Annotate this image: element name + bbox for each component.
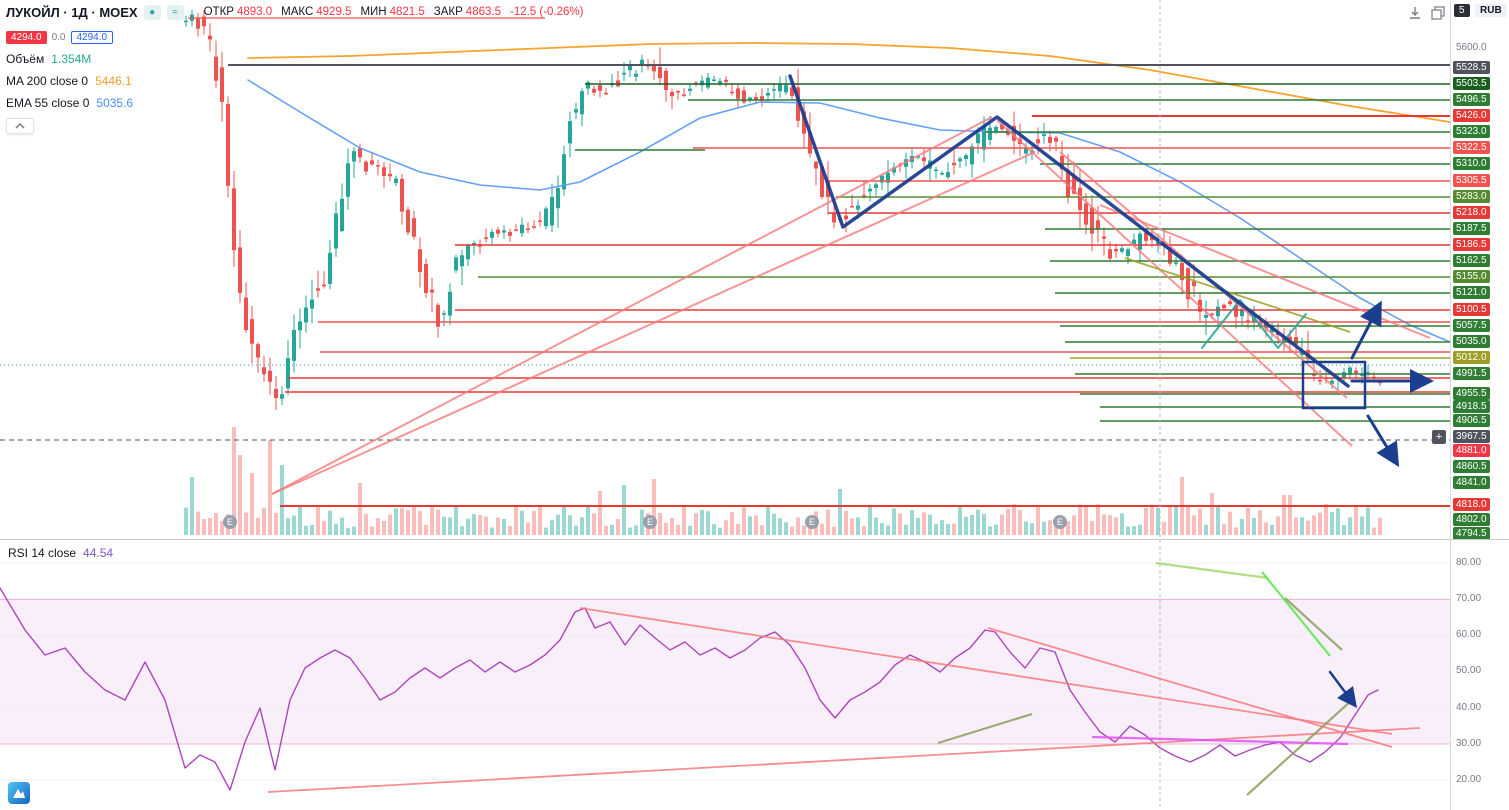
ma200-value: 5446.1 [95,73,132,88]
high-value: 4929.5 [316,6,352,18]
price-axis-label: 4802.0 [1453,513,1490,526]
price-axis-label: 5528.5 [1453,61,1490,74]
position-entry-badge[interactable]: 4294.0 [6,31,47,44]
ema55-value: 5035.6 [96,95,134,110]
chevron-up-icon [15,123,25,129]
price-axis-label: 4860.5 [1453,460,1490,473]
ma200-label: MA 200 close 0 [6,73,89,88]
price-axis-label: 5035.0 [1453,335,1490,348]
price-axis-label: 5322.5 [1453,141,1490,154]
rsi-label: RSI 14 close [8,546,77,560]
maximize-pane-icon[interactable] [1429,4,1447,22]
volume-legend[interactable]: Объём 1.354M [6,51,590,66]
price-axis-label: 5100.5 [1453,303,1490,316]
ma200-legend[interactable]: MA 200 close 0 5446.1 [6,73,590,88]
currency-button[interactable]: RUB [1475,4,1507,17]
price-axis-label: 5057.5 [1453,319,1490,332]
symbol-title[interactable]: ЛУКОЙЛ · 1Д · MOEX [6,4,138,20]
earnings-marker[interactable]: E [643,515,657,529]
download-chart-icon[interactable] [1406,4,1424,22]
position-pl-value: 0.0 [51,32,66,43]
price-axis-label: 4906.5 [1453,414,1490,427]
earnings-marker[interactable]: E [1053,515,1067,529]
rsi-axis-tick: 70.00 [1456,593,1482,604]
open-label: ОТКР [203,6,234,18]
rsi-axis-tick: 30.00 [1456,738,1482,749]
rsi-value: 44.54 [83,546,114,560]
broker-logo-icon[interactable] [8,782,30,804]
price-axis-label: 5426.0 [1453,109,1490,122]
price-axis-label: 5310.0 [1453,157,1490,170]
price-axis-label: 5218.0 [1453,206,1490,219]
indicator-wave-icon[interactable]: ≈ [166,4,184,20]
add-alert-button[interactable]: + [1432,430,1446,444]
ohlc-row: ОТКР 4893.0 МАКС 4929.5 МИН 4821.5 ЗАКР … [204,6,590,18]
price-axis-label: 4918.5 [1453,400,1490,413]
ema55-legend[interactable]: EMA 55 close 0 5035.6 [6,95,590,110]
price-axis-label: 5283.0 [1453,190,1490,203]
rsi-axis-tick: 60.00 [1456,629,1482,640]
close-value: 4863.5 [465,6,501,18]
close-label: ЗАКР [433,6,463,18]
axis-tick: 5600.0 [1456,42,1487,53]
volume-label: Объём [6,51,45,66]
price-chart-canvas[interactable] [0,0,1450,540]
earnings-marker[interactable]: E [805,515,819,529]
price-axis-label: 5496.5 [1453,93,1490,106]
rsi-axis-tick: 40.00 [1456,702,1482,713]
volume-value: 1.354M [51,51,92,66]
price-axis-label: 5503.5 [1453,77,1490,90]
price-axis-label: 4818.0 [1453,498,1490,511]
price-axis-label: 5121.0 [1453,286,1490,299]
price-axis-label: 3967.5 [1453,430,1490,443]
price-axis-label: 5186.5 [1453,238,1490,251]
price-axis-label: 4991.5 [1453,367,1490,380]
earnings-marker[interactable]: E [223,515,237,529]
pane-separator[interactable] [0,539,1509,540]
price-axis-label: 5155.0 [1453,270,1490,283]
rsi-axis-tick: 20.00 [1456,774,1482,785]
low-value: 4821.5 [389,6,425,18]
price-axis-label: 5323.0 [1453,125,1490,138]
main-legend: ЛУКОЙЛ · 1Д · MOEX ● ≈ ОТКР 4893.0 МАКС … [6,3,590,134]
indicator-dot-icon[interactable]: ● [143,4,161,20]
rsi-chart-canvas[interactable] [0,540,1450,810]
scale-preset-badge[interactable]: 5 [1454,4,1470,17]
change-value: -12.5 (-0.26%) [509,6,584,18]
price-axis-label: 4841.0 [1453,476,1490,489]
collapse-legend-button[interactable] [6,118,34,134]
price-axis-label: 5162.5 [1453,254,1490,267]
rsi-axis-tick: 50.00 [1456,665,1482,676]
price-axis-label: 4794.5 [1453,527,1490,540]
order-price-badge[interactable]: 4294.0 [70,31,114,44]
price-axis-label: 5187.5 [1453,222,1490,235]
high-label: МАКС [281,6,314,18]
open-value: 4893.0 [236,6,273,18]
price-axis-label: 5305.5 [1453,174,1490,187]
ema55-label: EMA 55 close 0 [6,95,90,110]
low-label: МИН [360,6,387,18]
rsi-axis-tick: 80.00 [1456,557,1482,568]
pane-controls [1406,4,1447,22]
price-axis-label: 5012.0 [1453,351,1490,364]
price-axis-label: 4881.0 [1453,444,1490,457]
price-axis[interactable]: 5 RUB 5600.0 5528.5 5503.5 5496.5 5426.0 532… [1450,0,1509,810]
price-axis-label: 4955.5 [1453,387,1490,400]
rsi-legend[interactable]: RSI 14 close 44.54 [8,546,113,560]
